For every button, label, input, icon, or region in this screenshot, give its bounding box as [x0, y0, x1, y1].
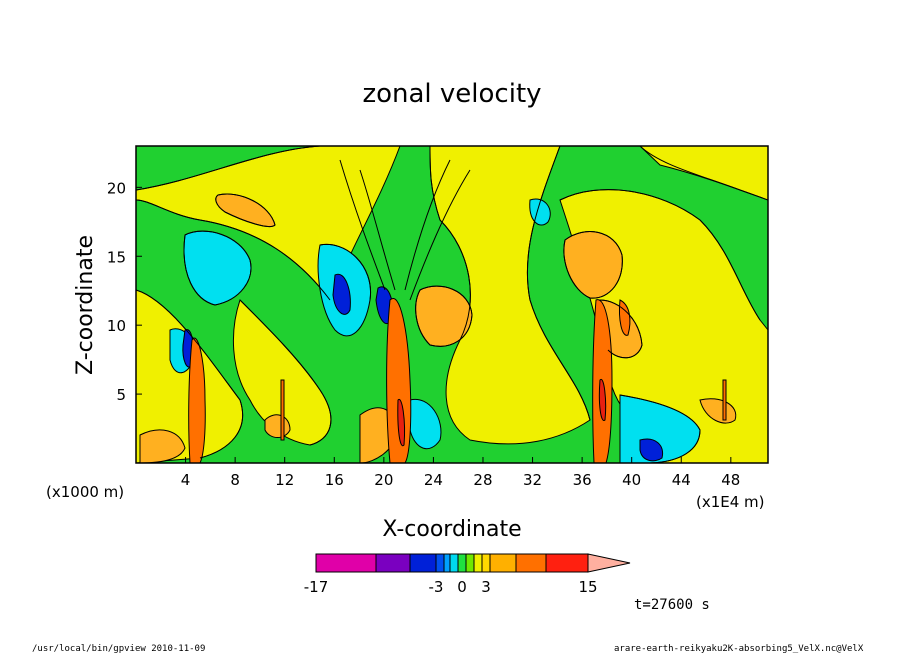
contour-region-blue	[639, 438, 664, 462]
contour-region-blue	[332, 273, 351, 315]
contour-field	[136, 146, 768, 463]
chart-title: zonal velocity	[362, 79, 541, 109]
footer-right: arare-earth-reikyaku2K-absorbing5_VelX.n…	[614, 644, 864, 654]
colorbar-tick-label: 3	[481, 578, 491, 596]
colorbar-swatch	[443, 553, 451, 573]
x-tick-label: 40	[622, 471, 641, 489]
y-units-note: (x1000 m)	[46, 483, 124, 501]
colorbar-arrow	[587, 553, 631, 573]
contour-lines	[136, 146, 768, 463]
contour-region-darkorange	[722, 379, 727, 421]
contour-region-red	[397, 398, 405, 447]
y-tick-label: 20	[107, 179, 126, 197]
colorbar-swatch	[375, 553, 411, 573]
y-axis-ticks: 5 10 15 20	[107, 179, 142, 404]
colorbar-tick-labels: -17 -3 0 3 15	[304, 578, 598, 596]
x-axis-ticks: 4 8 12 16 20 24 28 32 36 40 44 48	[181, 457, 740, 489]
colorbar-swatch	[489, 553, 517, 573]
y-tick-label: 10	[107, 317, 126, 335]
colorbar-swatch	[515, 553, 547, 573]
x-tick-label: 12	[275, 471, 294, 489]
colorbar-tick-label: -3	[429, 578, 444, 596]
y-tick-label: 5	[116, 386, 126, 404]
footer-left: /usr/local/bin/gpview 2010-11-09	[32, 644, 205, 654]
x-tick-label: 4	[181, 471, 191, 489]
x-tick-label: 20	[374, 471, 393, 489]
contour-region-red	[598, 378, 607, 421]
colorbar	[315, 553, 631, 573]
x-tick-label: 36	[573, 471, 592, 489]
colorbar-swatch	[457, 553, 467, 573]
contour-region-darkorange	[280, 379, 285, 441]
colorbar-swatch	[449, 553, 459, 573]
colorbar-swatch	[435, 553, 445, 573]
x-axis-label: X-coordinate	[382, 517, 521, 542]
x-tick-label: 48	[721, 471, 740, 489]
contour-region-darkorange	[619, 299, 631, 336]
contour-region-orange	[699, 398, 737, 424]
time-label: t=27600 s	[634, 597, 710, 613]
x-tick-label: 16	[325, 471, 344, 489]
x-tick-label: 24	[424, 471, 443, 489]
x-tick-label: 28	[473, 471, 492, 489]
colorbar-swatch	[409, 553, 437, 573]
x-tick-label: 32	[523, 471, 542, 489]
colorbar-swatch	[473, 553, 483, 573]
colorbar-swatch	[315, 553, 377, 573]
colorbar-tick-label: -17	[304, 578, 329, 596]
colorbar-swatch	[481, 553, 491, 573]
y-axis-label: Z-coordinate	[73, 235, 98, 375]
colorbar-tick-label: 15	[578, 578, 597, 596]
x-tick-label: 8	[230, 471, 240, 489]
colorbar-swatch	[465, 553, 475, 573]
x-units-note: (x1E4 m)	[696, 493, 765, 511]
plot-frame	[135, 145, 769, 464]
contour-region-cyan	[409, 398, 442, 450]
colorbar-swatch	[545, 553, 589, 573]
x-tick-label: 44	[672, 471, 691, 489]
colorbar-tick-label: 0	[457, 578, 467, 596]
y-tick-label: 15	[107, 248, 126, 266]
contour-region-orange	[264, 414, 291, 438]
contour-region-darkorange	[188, 337, 206, 463]
